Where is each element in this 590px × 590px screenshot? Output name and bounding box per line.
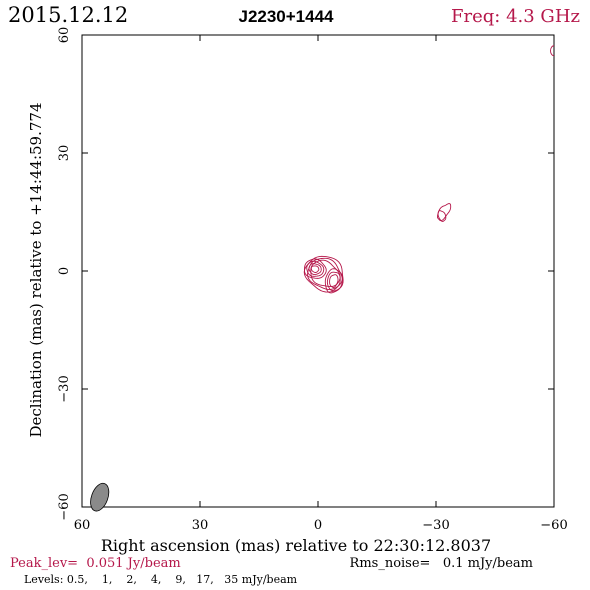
x-tick-label: −60 — [540, 518, 567, 533]
contour-line — [308, 263, 322, 276]
contour-line — [310, 265, 320, 273]
frequency-label: Freq: 4.3 GHz — [451, 6, 580, 27]
y-tick-label: −60 — [57, 493, 72, 520]
x-tick-label: −30 — [422, 518, 449, 533]
contour-levels: Levels: 0.5, 1, 2, 4, 9, 17, 35 mJy/beam — [24, 573, 298, 586]
y-tick-label: 60 — [57, 27, 72, 44]
contour-line — [329, 274, 339, 288]
observation-date: 2015.12.12 — [8, 3, 128, 27]
y-tick-label: −30 — [57, 375, 72, 402]
contour-line — [303, 258, 327, 279]
beam-shape — [90, 482, 110, 512]
y-tick-label: 0 — [57, 267, 72, 275]
contour-line — [306, 260, 325, 277]
y-axis-label: Declination (mas) relative to +14:44:59.… — [27, 102, 45, 437]
x-tick-label: 0 — [314, 518, 322, 533]
y-tick-label: 30 — [57, 145, 72, 162]
x-axis-label: Right ascension (mas) relative to 22:30:… — [101, 536, 491, 555]
contour-line — [324, 268, 344, 294]
peak-level: Peak_lev= 0.051 Jy/beam — [10, 556, 181, 571]
contour-line — [436, 203, 452, 222]
x-tick-label: 60 — [74, 518, 91, 533]
contours — [303, 45, 555, 294]
beam-ellipse — [90, 482, 110, 512]
contour-line — [550, 45, 555, 57]
rms-noise: Rms_noise= 0.1 mJy/beam — [350, 556, 533, 571]
source-name: J2230+1444 — [238, 7, 334, 26]
contour-line — [437, 210, 447, 222]
contour-line — [326, 271, 341, 291]
x-tick-label: 30 — [192, 518, 209, 533]
